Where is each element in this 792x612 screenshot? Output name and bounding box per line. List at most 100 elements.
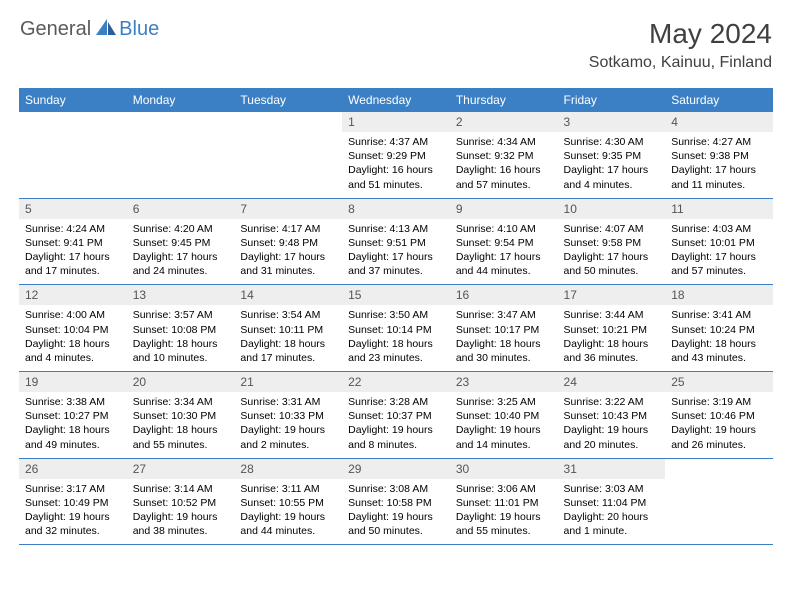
daylight-line: Daylight: 17 hours and 57 minutes. bbox=[671, 251, 756, 277]
sunrise-line: Sunrise: 4:07 AM bbox=[564, 223, 644, 235]
daylight-line: Daylight: 17 hours and 17 minutes. bbox=[25, 251, 110, 277]
sunrise-line: Sunrise: 3:44 AM bbox=[564, 309, 644, 321]
sunrise-line: Sunrise: 3:14 AM bbox=[133, 483, 213, 495]
daylight-line: Daylight: 17 hours and 44 minutes. bbox=[456, 251, 541, 277]
week-row: 26Sunrise: 3:17 AMSunset: 10:49 PMDaylig… bbox=[19, 458, 773, 545]
sunset-line: Sunset: 10:01 PM bbox=[671, 237, 754, 249]
day-cell: 25Sunrise: 3:19 AMSunset: 10:46 PMDaylig… bbox=[665, 372, 773, 459]
day-number: 15 bbox=[342, 285, 450, 305]
sunset-line: Sunset: 10:33 PM bbox=[240, 410, 323, 422]
day-cell: 4Sunrise: 4:27 AMSunset: 9:38 PMDaylight… bbox=[665, 112, 773, 198]
day-cell: 8Sunrise: 4:13 AMSunset: 9:51 PMDaylight… bbox=[342, 198, 450, 285]
sunrise-line: Sunrise: 3:17 AM bbox=[25, 483, 105, 495]
week-row: 12 Sunrise: 4:00 AM Sunset: 10:04 PM Daylig… bbox=[19, 285, 773, 372]
weekday-header: Monday bbox=[127, 88, 235, 112]
daylight-line: Daylight: 17 hours and 37 minutes. bbox=[348, 251, 433, 277]
day-content: Sunrise: 3:34 AMSunset: 10:30 PMDaylight… bbox=[127, 392, 235, 458]
sunset-line: Sunset: 10:37 PM bbox=[348, 410, 431, 422]
sunset-line: Sunset: 11:04 PM bbox=[564, 497, 647, 509]
sunset-line: Sunset: 11:01 PM bbox=[456, 497, 539, 509]
daylight-line: Daylight: 18 hours and 10 minutes. bbox=[133, 338, 218, 364]
sunrise-line: Sunrise: 3:34 AM bbox=[133, 396, 213, 408]
day-content: Sunrise: 3:57 AMSunset: 10:08 PMDaylight… bbox=[127, 305, 235, 371]
sunset-line: Sunset: 10:40 PM bbox=[456, 410, 539, 422]
day-cell: 17Sunrise: 3:44 AMSunset: 10:21 PMDaylig… bbox=[558, 285, 666, 372]
sunrise-line: Sunrise: 4:10 AM bbox=[456, 223, 536, 235]
day-number: 22 bbox=[342, 372, 450, 392]
day-number: 20 bbox=[127, 372, 235, 392]
week-row: 19Sunrise: 3:38 AMSunset: 10:27 PMDaylig… bbox=[19, 372, 773, 459]
day-cell: 10Sunrise: 4:07 AMSunset: 9:58 PMDayligh… bbox=[558, 198, 666, 285]
day-content: Sunrise: 3:31 AMSunset: 10:33 PMDaylight… bbox=[234, 392, 342, 458]
daylight-line: Daylight: 16 hours and 51 minutes. bbox=[348, 164, 433, 190]
sunset-line: Sunset: 9:35 PM bbox=[564, 150, 642, 162]
sunrise-line: Sunrise: 3:38 AM bbox=[25, 396, 105, 408]
sunrise-line: Sunrise: 3:19 AM bbox=[671, 396, 751, 408]
day-number: 30 bbox=[450, 459, 558, 479]
day-number: 3 bbox=[558, 112, 666, 132]
day-cell: 6Sunrise: 4:20 AMSunset: 9:45 PMDaylight… bbox=[127, 198, 235, 285]
daylight-line: Daylight: 19 hours and 26 minutes. bbox=[671, 424, 756, 450]
day-content: Sunrise: 4:17 AMSunset: 9:48 PMDaylight:… bbox=[234, 219, 342, 285]
sunset-line: Sunset: 10:11 PM bbox=[240, 324, 323, 336]
weekday-header: Sunday bbox=[19, 88, 127, 112]
daylight-line: Daylight: 19 hours and 14 minutes. bbox=[456, 424, 541, 450]
sunrise-line: Sunrise: 3:08 AM bbox=[348, 483, 428, 495]
day-content: Sunrise: 3:14 AMSunset: 10:52 PMDaylight… bbox=[127, 479, 235, 545]
empty-day-cell bbox=[127, 112, 235, 198]
day-number: 12 bbox=[19, 285, 127, 305]
daylight-line: Daylight: 18 hours and 55 minutes. bbox=[133, 424, 218, 450]
sunset-line: Sunset: 10:04 PM bbox=[25, 324, 108, 336]
sunrise-line: Sunrise: 3:54 AM bbox=[240, 309, 320, 321]
day-cell: 28Sunrise: 3:11 AMSunset: 10:55 PMDaylig… bbox=[234, 458, 342, 545]
sunset-line: Sunset: 10:58 PM bbox=[348, 497, 431, 509]
day-content: Sunrise: 4:27 AMSunset: 9:38 PMDaylight:… bbox=[665, 132, 773, 198]
day-content: Sunrise: 3:41 AMSunset: 10:24 PMDaylight… bbox=[665, 305, 773, 371]
day-number: 21 bbox=[234, 372, 342, 392]
sunrise-line: Sunrise: 3:50 AM bbox=[348, 309, 428, 321]
day-cell: 22Sunrise: 3:28 AMSunset: 10:37 PMDaylig… bbox=[342, 372, 450, 459]
daylight-line: Daylight: 17 hours and 24 minutes. bbox=[133, 251, 218, 277]
day-cell: 1Sunrise: 4:37 AMSunset: 9:29 PMDaylight… bbox=[342, 112, 450, 198]
sunset-line: Sunset: 10:49 PM bbox=[25, 497, 108, 509]
day-cell: 30Sunrise: 3:06 AMSunset: 11:01 PMDaylig… bbox=[450, 458, 558, 545]
day-cell: 9Sunrise: 4:10 AMSunset: 9:54 PMDaylight… bbox=[450, 198, 558, 285]
day-content: Sunrise: 3:06 AMSunset: 11:01 PMDaylight… bbox=[450, 479, 558, 545]
daylight-line: Daylight: 18 hours and 17 minutes. bbox=[240, 338, 325, 364]
day-content: Sunrise: 3:17 AMSunset: 10:49 PMDaylight… bbox=[19, 479, 127, 545]
daylight-line: Daylight: 19 hours and 44 minutes. bbox=[240, 511, 325, 537]
sunrise-line: Sunrise: 4:00 AM bbox=[25, 309, 105, 321]
day-number: 14 bbox=[234, 285, 342, 305]
empty-day-cell bbox=[234, 112, 342, 198]
empty-day-cell bbox=[665, 458, 773, 545]
day-number: 18 bbox=[665, 285, 773, 305]
day-content: Sunrise: 4:13 AMSunset: 9:51 PMDaylight:… bbox=[342, 219, 450, 285]
day-content: Sunrise: 3:19 AM Sunset: 10:46 PM Daylight… bbox=[665, 392, 773, 458]
day-cell: 16Sunrise: 3:47 AMSunset: 10:17 PMDaylig… bbox=[450, 285, 558, 372]
day-number: 23 bbox=[450, 372, 558, 392]
daylight-line: Daylight: 17 hours and 50 minutes. bbox=[564, 251, 649, 277]
header-right: May 2024 Sotkamo, Kainuu, Finland bbox=[589, 18, 772, 72]
week-row: 1Sunrise: 4:37 AMSunset: 9:29 PMDaylight… bbox=[19, 112, 773, 198]
day-number: 8 bbox=[342, 199, 450, 219]
weekday-header: Saturday bbox=[665, 88, 773, 112]
day-content: Sunrise: 4:24 AMSunset: 9:41 PMDaylight:… bbox=[19, 219, 127, 285]
day-content: Sunrise: 3:44 AMSunset: 10:21 PMDaylight… bbox=[558, 305, 666, 371]
sunrise-line: Sunrise: 3:06 AM bbox=[456, 483, 536, 495]
day-number: 9 bbox=[450, 199, 558, 219]
logo-sail-icon bbox=[95, 18, 117, 41]
sunrise-line: Sunrise: 3:57 AM bbox=[133, 309, 213, 321]
weekday-header: Thursday bbox=[450, 88, 558, 112]
sunset-line: Sunset: 10:46 PM bbox=[671, 410, 754, 422]
day-content: Sunrise: 4:20 AMSunset: 9:45 PMDaylight:… bbox=[127, 219, 235, 285]
day-number: 17 bbox=[558, 285, 666, 305]
calendar-table: Sunday Monday Tuesday Wednesday Thursday… bbox=[19, 88, 773, 545]
day-number: 5 bbox=[19, 199, 127, 219]
logo-text-general: General bbox=[20, 18, 91, 41]
sunset-line: Sunset: 9:45 PM bbox=[133, 237, 211, 249]
day-content: Sunrise: 4:07 AMSunset: 9:58 PMDaylight:… bbox=[558, 219, 666, 285]
sunset-line: Sunset: 10:17 PM bbox=[456, 324, 539, 336]
day-cell: 19Sunrise: 3:38 AMSunset: 10:27 PMDaylig… bbox=[19, 372, 127, 459]
sunset-line: Sunset: 10:52 PM bbox=[133, 497, 216, 509]
page-header: General Blue May 2024 Sotkamo, Kainuu, F… bbox=[0, 0, 792, 80]
